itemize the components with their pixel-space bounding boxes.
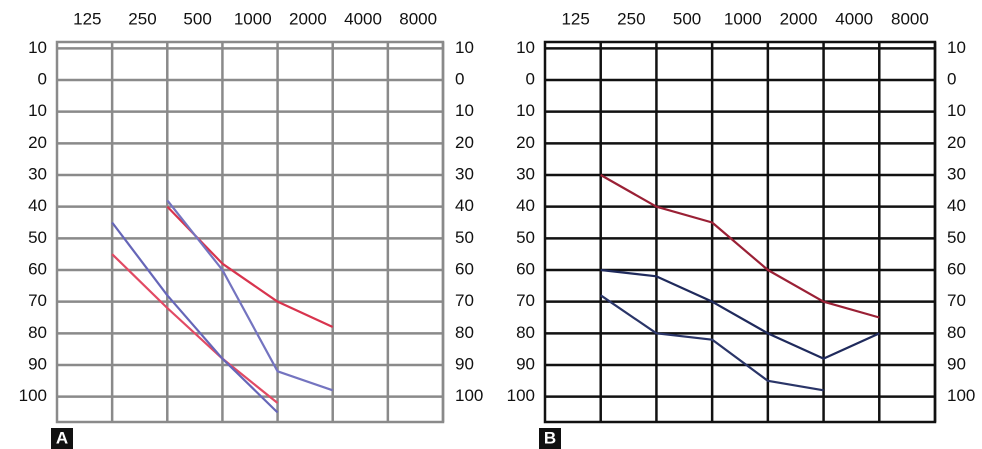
x-tick-label: 250 — [617, 9, 645, 28]
audiogram-line — [600, 294, 824, 392]
y-tick-label-right: 50 — [455, 228, 474, 247]
y-tick-label: 60 — [28, 259, 47, 278]
y-tick-label: 40 — [516, 196, 535, 215]
y-tick-label: 90 — [516, 354, 535, 373]
audiogram-line — [600, 174, 880, 319]
y-tick-label: 30 — [516, 164, 535, 183]
y-tick-label: 10 — [28, 101, 47, 120]
x-tick-label: 2000 — [780, 9, 818, 28]
y-tick-label: 100 — [507, 386, 535, 405]
x-tick-label: 250 — [128, 9, 156, 28]
y-tick-label-right: 80 — [455, 323, 474, 342]
y-tick-label: 80 — [28, 323, 47, 342]
y-tick-label-right: 40 — [947, 196, 966, 215]
y-tick-label: 10 — [516, 38, 535, 57]
y-tick-label-right: 80 — [947, 323, 966, 342]
x-tick-label: 2000 — [289, 9, 327, 28]
audiogram-line — [600, 268, 880, 360]
y-tick-label-right: 10 — [947, 38, 966, 57]
y-tick-label: 0 — [526, 69, 535, 88]
y-tick-label: 10 — [516, 101, 535, 120]
y-tick-label-right: 50 — [947, 228, 966, 247]
y-tick-label-right: 30 — [947, 164, 966, 183]
x-tick-label: 8000 — [891, 9, 929, 28]
y-tick-label: 80 — [516, 323, 535, 342]
y-tick-label: 100 — [19, 386, 47, 405]
y-tick-label: 20 — [516, 133, 535, 152]
y-tick-label-right: 30 — [455, 164, 474, 183]
y-tick-label: 90 — [28, 354, 47, 373]
y-tick-label-right: 10 — [947, 101, 966, 120]
y-tick-label: 60 — [516, 259, 535, 278]
x-tick-label: 4000 — [344, 9, 382, 28]
y-tick-label-right: 10 — [455, 38, 474, 57]
panel-tag: A — [56, 428, 68, 447]
audiogram-line — [166, 199, 334, 392]
y-tick-label-right: 20 — [947, 133, 966, 152]
x-tick-label: 500 — [183, 9, 211, 28]
panel-tag-box — [539, 428, 561, 449]
y-tick-label-right: 60 — [947, 259, 966, 278]
y-tick-label: 30 — [28, 164, 47, 183]
x-tick-label: 1000 — [724, 9, 762, 28]
x-tick-label: 500 — [673, 9, 701, 28]
y-tick-label-right: 70 — [455, 291, 474, 310]
y-tick-label-right: 70 — [947, 291, 966, 310]
y-tick-label: 0 — [38, 69, 47, 88]
y-tick-label-right: 90 — [947, 354, 966, 373]
y-tick-label-right: 100 — [947, 386, 975, 405]
panel-tag: B — [544, 428, 556, 447]
y-tick-label: 70 — [516, 291, 535, 310]
y-tick-label-right: 0 — [455, 69, 464, 88]
y-tick-label: 70 — [28, 291, 47, 310]
audiogram-line — [111, 221, 279, 414]
y-tick-label-right: 100 — [455, 386, 483, 405]
y-tick-label: 20 — [28, 133, 47, 152]
x-tick-label: 125 — [561, 9, 589, 28]
y-tick-label: 10 — [28, 38, 47, 57]
y-tick-label: 40 — [28, 196, 47, 215]
y-tick-label-right: 20 — [455, 133, 474, 152]
y-tick-label-right: 40 — [455, 196, 474, 215]
x-tick-label: 1000 — [234, 9, 272, 28]
audiogram-line — [111, 253, 279, 404]
x-tick-label: 125 — [73, 9, 101, 28]
y-tick-label: 50 — [28, 228, 47, 247]
x-tick-label: 8000 — [399, 9, 437, 28]
x-tick-label: 4000 — [835, 9, 873, 28]
y-tick-label-right: 0 — [947, 69, 956, 88]
y-tick-label-right: 90 — [455, 354, 474, 373]
panel-tag-box — [51, 428, 73, 449]
y-tick-label-right: 60 — [455, 259, 474, 278]
y-tick-label: 50 — [516, 228, 535, 247]
audiogram-line — [166, 205, 334, 328]
y-tick-label-right: 10 — [455, 101, 474, 120]
